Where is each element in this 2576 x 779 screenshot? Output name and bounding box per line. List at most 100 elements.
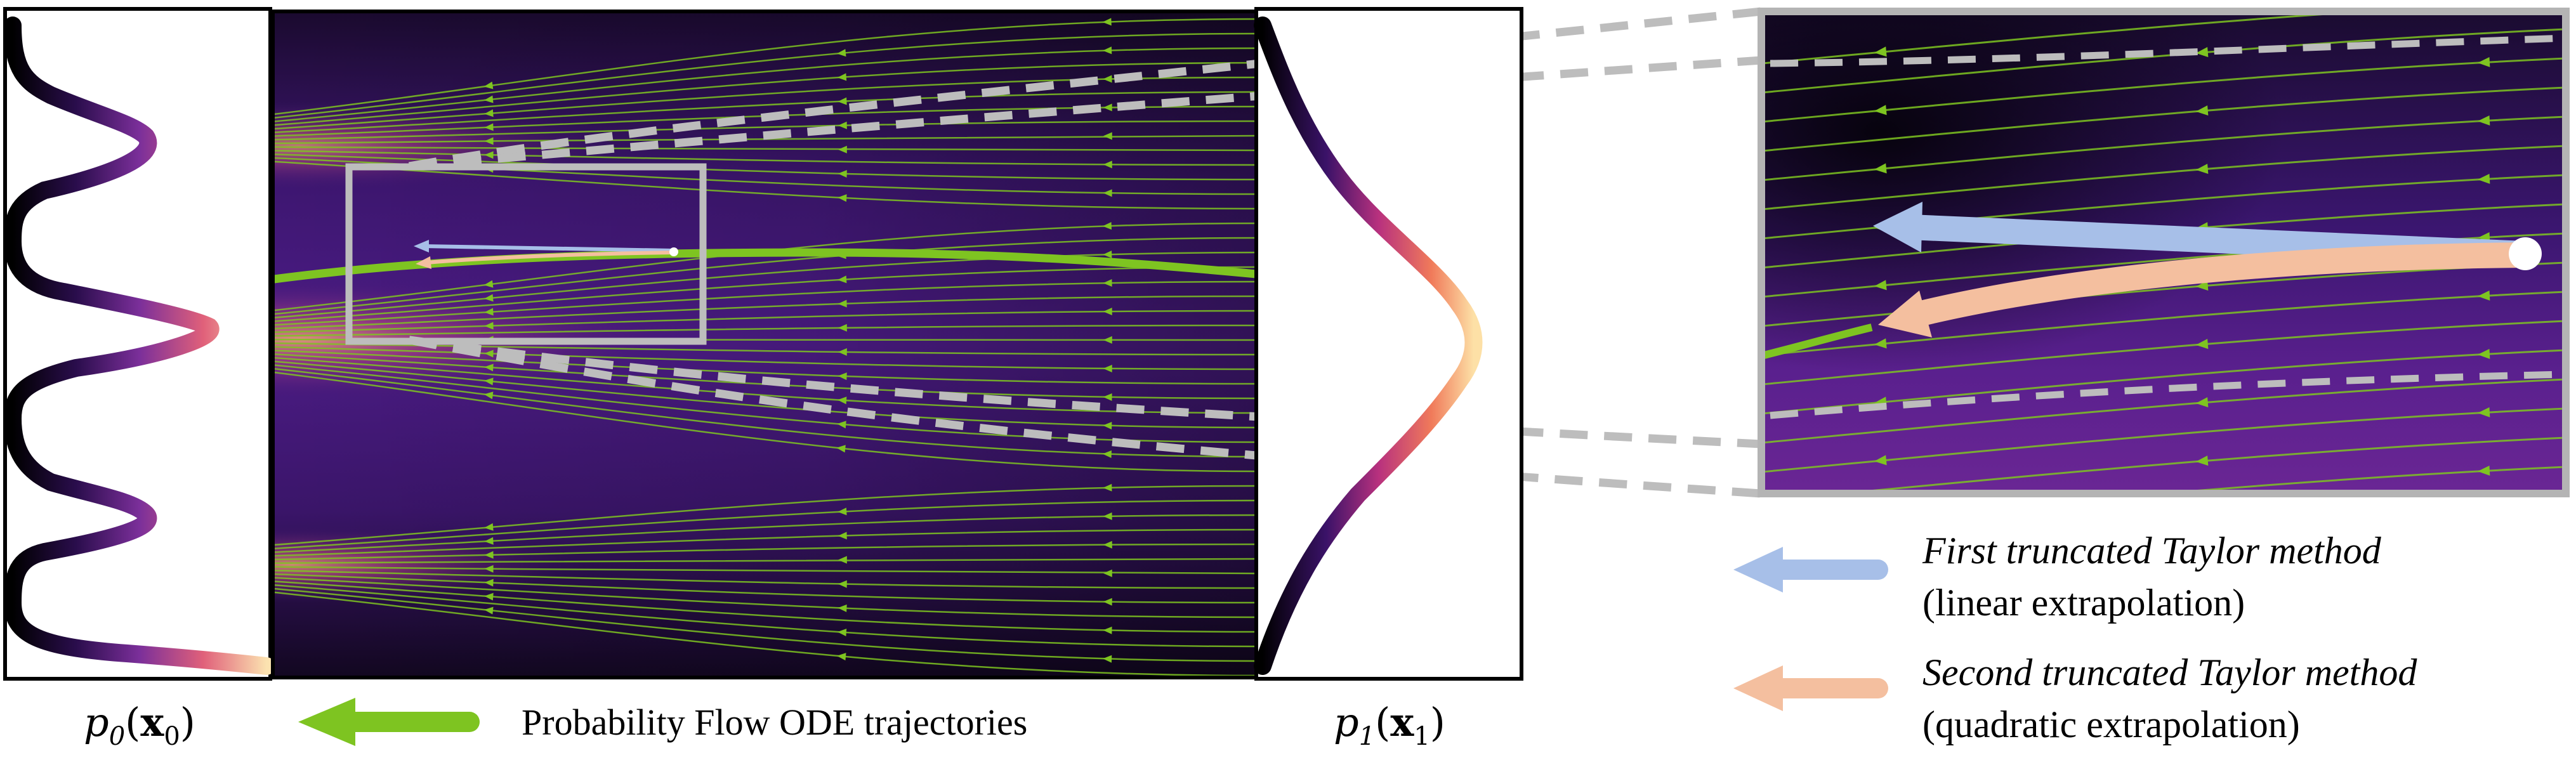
zoom-panel — [1758, 8, 2570, 525]
streamline-arrowhead — [483, 81, 494, 89]
streamline-arrowhead — [837, 421, 846, 429]
streamline-arrowhead — [1103, 132, 1112, 140]
streamline — [273, 353, 1256, 400]
streamline-arrowhead — [1102, 450, 1112, 458]
legend-linear-title: First truncated Taylor method — [1922, 530, 2382, 572]
streamline-arrowhead — [838, 275, 847, 284]
streamline-arrowhead — [1103, 540, 1112, 549]
p0-box — [3, 7, 272, 681]
streamline-arrowhead — [838, 97, 847, 105]
streamline-arrowhead — [838, 396, 847, 405]
legend-item-linear: First truncated Taylor method (linear ex… — [1733, 530, 2382, 624]
streamline — [273, 62, 1256, 126]
p0-label: p0(x0) — [84, 699, 195, 751]
zoom-streamline — [1761, 145, 2566, 211]
zoom-streamline-arrowhead — [2477, 348, 2490, 359]
streamline-arrowhead — [484, 109, 494, 117]
streamline — [273, 566, 1256, 575]
streamline-arrowhead — [1102, 221, 1112, 230]
streamline — [273, 371, 1256, 473]
start-point-marker — [2509, 237, 2542, 270]
streamline — [273, 577, 1256, 619]
zoom-streamline-arrowhead — [1874, 280, 1887, 291]
zoom-streamline — [2151, 466, 2566, 494]
streamline — [273, 558, 1256, 564]
zoom-highlighted-trajectory — [1763, 324, 1873, 359]
streamline — [273, 237, 1256, 315]
streamline-arrowhead — [838, 169, 847, 178]
streamline-arrowhead — [484, 551, 494, 559]
streamline-arrowhead — [1103, 364, 1112, 372]
streamline-arrowhead — [838, 348, 847, 356]
zoom-border — [1758, 8, 2570, 497]
streamline — [273, 591, 1256, 677]
zoom-streamline — [1761, 28, 2566, 94]
streamline-arrowhead — [837, 653, 846, 661]
streamline-arrowhead — [838, 532, 847, 540]
streamline-arrowhead — [837, 73, 847, 81]
streamline-arrowhead — [1103, 421, 1112, 429]
streamline — [273, 514, 1256, 553]
streamline-arrowhead — [838, 145, 847, 154]
streamline — [273, 295, 1256, 330]
streamline-arrowhead — [1103, 46, 1112, 55]
streamline-arrowhead — [1103, 336, 1112, 344]
zoom-streamline-arrowhead — [2195, 339, 2209, 350]
streamline-arrowhead — [1103, 250, 1112, 258]
streamline-arrowhead — [483, 280, 494, 288]
streamline-arrowhead — [1103, 278, 1112, 287]
streamline — [273, 251, 1256, 318]
streamline-arrowhead — [1103, 483, 1112, 492]
streamline-arrowhead — [484, 606, 494, 615]
streamline-arrowhead — [1103, 598, 1112, 606]
zoom-streamline — [1761, 86, 2566, 152]
zoom-streamline-arrowhead — [1874, 163, 1887, 174]
streamline-arrowhead — [484, 592, 494, 601]
streamline-arrowhead — [1103, 160, 1112, 169]
streamline-arrowhead — [1103, 626, 1112, 634]
small-start-point — [669, 247, 678, 256]
streamline-arrowhead — [838, 556, 847, 564]
p1-density-panel — [1254, 7, 1523, 681]
zoom-streamline — [1761, 320, 2566, 386]
streamline-arrowhead — [1103, 75, 1112, 83]
streamline — [273, 584, 1256, 648]
streamline-arrowhead — [838, 299, 847, 308]
zoom-streamline-arrowhead — [2195, 455, 2209, 466]
streamline-arrowhead — [483, 391, 494, 400]
streamline — [273, 570, 1256, 589]
small-linear-arrow — [423, 244, 674, 252]
streamline — [273, 580, 1256, 633]
streamline — [273, 324, 1256, 337]
streamline-arrowhead — [838, 372, 847, 381]
p1-density-curve — [1254, 16, 1483, 675]
legend-quadratic-title: Second truncated Taylor method — [1922, 651, 2417, 693]
streamline — [273, 350, 1256, 385]
streamline-arrowhead — [1103, 189, 1112, 197]
zoom-streamline-arrowhead — [2477, 56, 2490, 67]
streamline — [273, 346, 1256, 370]
streamline-arrowhead — [836, 445, 846, 453]
streamline-arrowhead — [1103, 655, 1112, 663]
zoom-quadratic-arrow — [1913, 242, 2526, 327]
streamline — [273, 91, 1256, 133]
zoom-streamline-arrowhead — [1874, 455, 1887, 466]
streamline — [273, 310, 1256, 333]
streamline-arrowhead — [1103, 512, 1112, 520]
p1-label: p1(x1) — [1334, 699, 1445, 751]
streamline-arrowhead — [484, 579, 494, 587]
flow-legend-label: Probability Flow ODE trajectories — [522, 702, 1027, 743]
zoom-streamline-arrowhead — [1874, 46, 1887, 57]
streamline-arrowhead — [1103, 393, 1112, 401]
streamline — [273, 587, 1256, 662]
streamline-arrowhead — [484, 322, 494, 330]
streamline-arrowhead — [484, 537, 494, 545]
streamline-arrowhead — [484, 523, 494, 531]
zoom-streamline-arrowhead — [2195, 514, 2208, 525]
left-arrow-icon — [1733, 547, 1783, 592]
streamline-arrowhead — [838, 580, 847, 588]
streamline-arrowhead — [484, 565, 494, 573]
zoom-streamline-arrowhead — [2477, 407, 2490, 417]
streamline — [273, 266, 1256, 322]
